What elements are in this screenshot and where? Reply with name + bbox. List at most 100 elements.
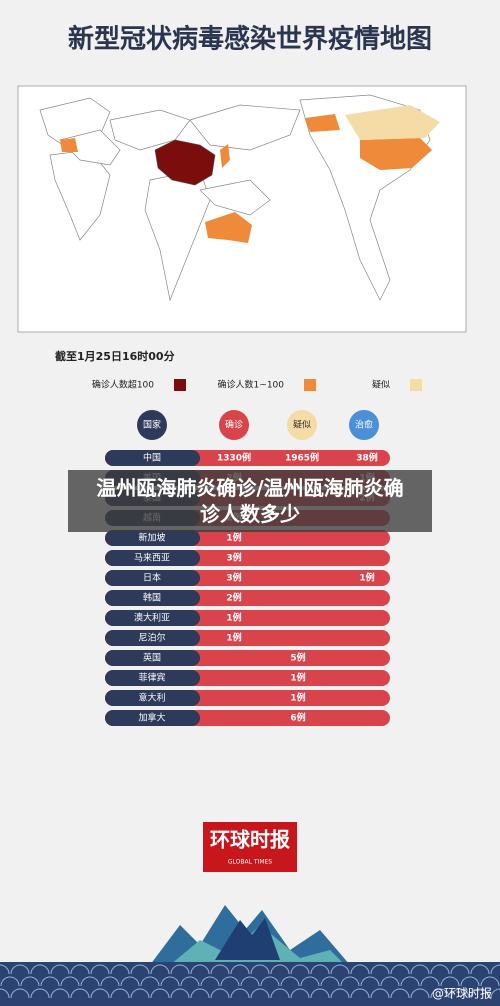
legend-swatch [410, 379, 422, 391]
wave [450, 964, 470, 975]
wave [150, 964, 170, 975]
wave [0, 988, 10, 999]
wave [440, 976, 460, 987]
country-name: 加拿大 [138, 712, 165, 724]
wave [190, 964, 210, 975]
country-name: 马来西亚 [134, 553, 170, 564]
logo-english: GLOBAL TIMES [228, 859, 272, 866]
wave [480, 976, 500, 987]
canada [345, 105, 440, 140]
wave [350, 988, 370, 999]
wave [490, 964, 500, 975]
country-cell [105, 630, 200, 646]
header-circle [219, 410, 249, 440]
country-cell [105, 650, 200, 666]
wave [260, 976, 280, 987]
header-label: 疑似 [293, 420, 311, 431]
wave [90, 964, 110, 975]
wave [130, 964, 150, 975]
cell-confirmed: 1例 [226, 612, 241, 624]
country-cell [105, 550, 200, 566]
wave [360, 976, 380, 987]
header-circle [287, 410, 317, 440]
wave [130, 988, 150, 999]
country-name: 中国 [143, 452, 161, 464]
wave [120, 976, 140, 987]
wave [290, 964, 310, 975]
cell-confirmed: 3例 [226, 572, 241, 584]
wave [430, 988, 450, 999]
wave [340, 976, 360, 987]
country-cell [105, 710, 200, 726]
wave [170, 964, 190, 975]
cell-suspected: 1965例 [285, 452, 319, 464]
wave [470, 964, 490, 975]
country-cell [105, 530, 200, 546]
wave [190, 988, 210, 999]
header-circle [137, 410, 167, 440]
wave [400, 976, 420, 987]
legend-label: 确诊人数超100 [92, 379, 154, 391]
australia [205, 212, 252, 243]
country-name: 新加坡 [138, 532, 165, 544]
cell-confirmed: 1例 [290, 672, 305, 684]
cell-confirmed: 2例 [226, 592, 241, 604]
cell-confirmed: 1例 [226, 532, 241, 544]
wave [180, 976, 200, 987]
country-name: 澳大利亚 [134, 612, 170, 624]
region [305, 114, 340, 132]
legend-label: 疑似 [372, 380, 390, 391]
wave [310, 964, 330, 975]
country-name: 日本 [143, 572, 161, 584]
wave [170, 988, 190, 999]
overlay-text: 温州瓯海肺炎确诊/温州瓯海肺炎确诊人数多少 [96, 476, 404, 526]
header-label: 治愈 [355, 419, 373, 431]
wave [410, 988, 430, 999]
wave [10, 964, 30, 975]
wave [450, 988, 470, 999]
timestamp: 截至1月25日16时00分 [55, 349, 175, 363]
legend-label: 确诊人数1~100 [218, 379, 285, 391]
wave-pattern [0, 964, 500, 999]
wave [330, 964, 350, 975]
wave [320, 976, 340, 987]
wave [390, 988, 410, 999]
wave [230, 988, 250, 999]
wave [490, 988, 500, 999]
wave [380, 976, 400, 987]
cell-confirmed: 3例 [226, 552, 241, 564]
country-cell [105, 690, 200, 706]
cell-confirmed: 5例 [290, 652, 305, 664]
wave-band [0, 962, 500, 1006]
wave [50, 988, 70, 999]
wave [280, 976, 300, 987]
country-name: 尼泊尔 [138, 632, 165, 644]
wave [160, 976, 180, 987]
wave [70, 988, 90, 999]
wave [30, 964, 50, 975]
wave [110, 964, 130, 975]
logo-box [203, 822, 297, 872]
wave [370, 964, 390, 975]
wave [30, 988, 50, 999]
country-cell [105, 590, 200, 606]
wave [220, 976, 240, 987]
wave [290, 988, 310, 999]
overlay-banner: 温州瓯海肺炎确诊/温州瓯海肺炎确诊人数多少 [68, 470, 432, 532]
wave [210, 964, 230, 975]
wave [240, 976, 260, 987]
wave [150, 988, 170, 999]
header-label: 确诊 [225, 419, 243, 431]
cell-cured: 1例 [359, 572, 374, 584]
watermark: @环球时报 [432, 986, 492, 1001]
wave [140, 976, 160, 987]
country-cell [105, 570, 200, 586]
china [154, 139, 216, 186]
country-cell [105, 670, 200, 686]
europe [60, 138, 78, 152]
header-label: 国家 [143, 419, 161, 431]
wave [50, 964, 70, 975]
wave [330, 988, 350, 999]
wave [420, 976, 440, 987]
